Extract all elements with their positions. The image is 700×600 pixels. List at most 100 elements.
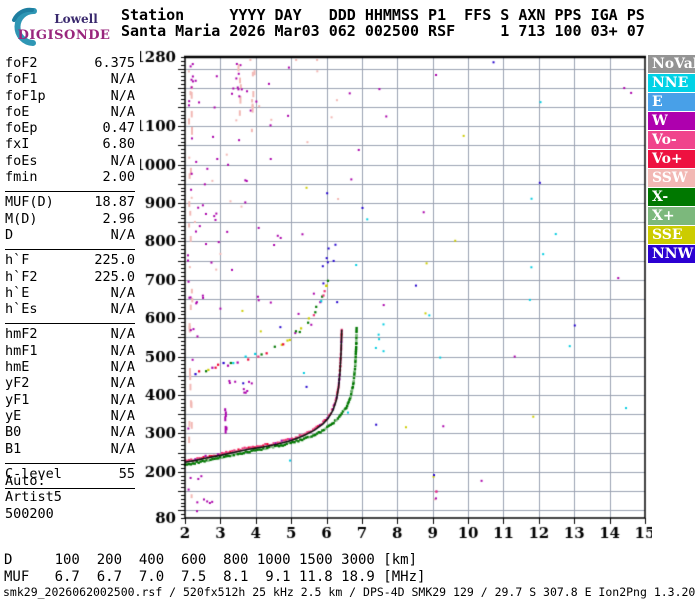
- param-row-yF1: yF1 N/A: [5, 392, 135, 408]
- param-row-foF2: foF2 6.375: [5, 55, 135, 71]
- panel-separator: [5, 317, 135, 325]
- param-row-hmE: hmE N/A: [5, 359, 135, 375]
- logo-arc-icon: [12, 7, 37, 46]
- param-label: hmE: [5, 359, 30, 376]
- ionogram-plot-canvas: [140, 45, 652, 545]
- param-value: N/A: [110, 424, 135, 441]
- param-value: 18.87: [94, 194, 135, 211]
- param-value: N/A: [110, 391, 135, 408]
- status-bar: smk29_2026062002500.rsf / 520fx512h 25 k…: [3, 585, 696, 599]
- header-line-1: Station YYYY DAY DDD HHMMSS P1 FFS S AXN…: [121, 6, 645, 24]
- param-label: B0: [5, 424, 22, 441]
- param-label: foF1p: [5, 87, 46, 104]
- param-row-hmF1: hmF1 N/A: [5, 343, 135, 359]
- param-row-yF2: yF2 N/A: [5, 375, 135, 391]
- param-row-foEs: foEs N/A: [5, 153, 135, 169]
- legend-item-nnw: NNW: [648, 245, 695, 263]
- panel-separator: [5, 482, 135, 490]
- legend-item-x: X-: [648, 188, 695, 206]
- param-value: 6.375: [94, 55, 135, 71]
- param-value: N/A: [110, 301, 135, 318]
- param-label: h`F: [5, 252, 30, 269]
- lowell-digisonde-logo: Lowell DIGISONDE: [4, 4, 116, 48]
- param-label: yE: [5, 407, 22, 424]
- param-label: hmF1: [5, 342, 38, 359]
- param-row-fmin: fmin 2.00: [5, 169, 135, 185]
- param-value: N/A: [110, 375, 135, 392]
- param-label: foF1: [5, 71, 38, 88]
- param-value: 2.96: [102, 210, 135, 227]
- legend-item-vo: Vo-: [648, 131, 695, 149]
- param-value: 55: [118, 465, 135, 482]
- autoscaler-info: Auto: Artist5 500200: [5, 473, 135, 522]
- legend-item-nne: NNE: [648, 74, 695, 92]
- param-label: foF2: [5, 55, 38, 71]
- param-label: h`E: [5, 284, 30, 301]
- param-label: foEs: [5, 152, 38, 169]
- param-label: D: [5, 226, 14, 243]
- panel-separator: [5, 185, 135, 193]
- param-row-MD: M(D) 2.96: [5, 211, 135, 227]
- param-row-hF2: h`F2 225.0: [5, 269, 135, 285]
- station-header: Station YYYY DAY DDD HHMMSS P1 FFS S AXN…: [121, 7, 645, 39]
- param-label: C-level: [5, 465, 62, 482]
- param-row-B1: B1 N/A: [5, 441, 135, 457]
- panel-separator: [5, 457, 135, 464]
- param-value: N/A: [110, 359, 135, 376]
- param-row-B0: B0 N/A: [5, 424, 135, 440]
- auto-line: Artist5: [5, 489, 62, 506]
- parameter-panel: foF2 6.375 foF1 N/A foF1p N/A foE N/A foEp 0.47 fx…: [5, 55, 135, 491]
- param-row-foEp: foEp 0.47: [5, 120, 135, 136]
- param-value: N/A: [110, 284, 135, 301]
- param-value: 225.0: [94, 268, 135, 285]
- param-row-foF1: foF1 N/A: [5, 71, 135, 87]
- logo-lowell-text: Lowell: [54, 12, 98, 26]
- param-label: yF1: [5, 391, 30, 408]
- param-label: B1: [5, 440, 22, 457]
- legend-item-ssw: SSW: [648, 169, 695, 187]
- legend-item-vo: Vo+: [648, 150, 695, 168]
- param-label: fxI: [5, 136, 30, 153]
- header-line-2: Santa Maria 2026 Mar03 062 002500 RSF 1 …: [121, 22, 645, 40]
- param-value: N/A: [110, 226, 135, 243]
- param-label: h`Es: [5, 301, 38, 318]
- param-value: N/A: [110, 71, 135, 88]
- param-row-foF1p: foF1p N/A: [5, 88, 135, 104]
- legend-item-x: X+: [648, 207, 695, 225]
- logo-digisonde-text: DIGISONDE: [17, 28, 111, 43]
- param-row-hmF2: hmF2 N/A: [5, 326, 135, 342]
- param-row-Clevel: C-level 55: [5, 466, 135, 482]
- param-label: M(D): [5, 210, 38, 227]
- param-row-fxI: fxI 6.80: [5, 136, 135, 152]
- param-label: foE: [5, 103, 30, 120]
- legend-item-sse: SSE: [648, 226, 695, 244]
- param-label: fmin: [5, 169, 38, 186]
- param-value: N/A: [110, 103, 135, 120]
- param-value: N/A: [110, 87, 135, 104]
- param-row-MUFD: MUF(D) 18.87: [5, 194, 135, 210]
- param-row-foE: foE N/A: [5, 104, 135, 120]
- param-label: foEp: [5, 120, 38, 137]
- muf-distance-table: D 100 200 400 600 800 1000 1500 3000 [km…: [4, 552, 426, 585]
- echo-direction-legend: NoVal NNE E W Vo- Vo+ SSW X- X+ SSE NNW: [648, 55, 698, 264]
- param-value: 225.0: [94, 252, 135, 269]
- param-value: N/A: [110, 152, 135, 169]
- param-label: MUF(D): [5, 194, 54, 211]
- auto-line: Auto:: [5, 473, 46, 489]
- param-value: N/A: [110, 407, 135, 424]
- param-value: N/A: [110, 440, 135, 457]
- auto-line: 500200: [5, 505, 54, 522]
- param-value: 2.00: [102, 169, 135, 186]
- param-label: h`F2: [5, 268, 38, 285]
- param-row-D: D N/A: [5, 227, 135, 243]
- legend-item-e: E: [648, 93, 695, 111]
- param-row-hE: h`E N/A: [5, 285, 135, 301]
- param-row-yE: yE N/A: [5, 408, 135, 424]
- param-value: 0.47: [102, 120, 135, 137]
- param-value: 6.80: [102, 136, 135, 153]
- param-label: yF2: [5, 375, 30, 392]
- param-row-hF: h`F 225.0: [5, 252, 135, 268]
- legend-item-w: W: [648, 112, 695, 130]
- param-value: N/A: [110, 326, 135, 343]
